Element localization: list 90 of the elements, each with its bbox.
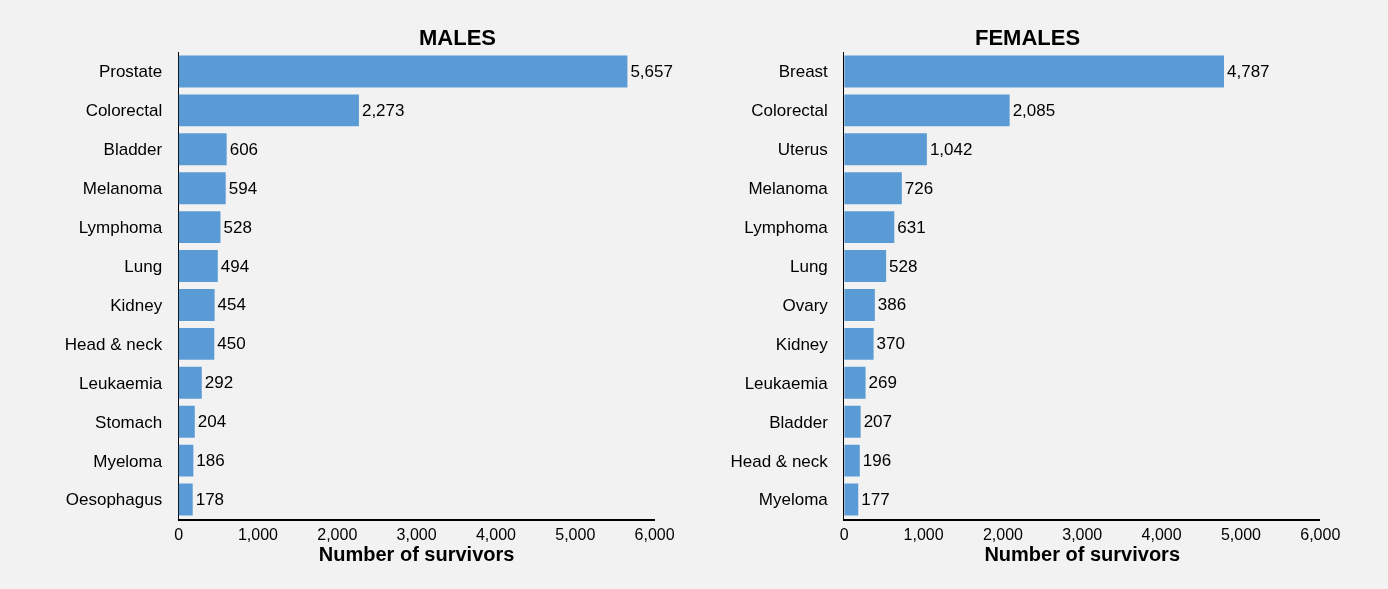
y-tick-label: Melanoma bbox=[748, 179, 829, 199]
x-tick-label: 4,000 bbox=[475, 526, 517, 544]
data-label: 528 bbox=[889, 256, 918, 276]
x-tick-label: 3,000 bbox=[396, 526, 437, 544]
bar bbox=[178, 327, 215, 360]
y-tick-label: Melanoma bbox=[82, 179, 163, 199]
bar bbox=[178, 366, 202, 399]
data-label: 606 bbox=[229, 139, 259, 159]
x-tick-label: 5,000 bbox=[1220, 526, 1262, 544]
data-label: 386 bbox=[877, 295, 907, 315]
data-label: 292 bbox=[204, 373, 234, 393]
bar bbox=[178, 55, 628, 88]
bar bbox=[844, 250, 887, 282]
y-tick-label: Bladder bbox=[769, 412, 829, 432]
x-axis-title: Number of survivors bbox=[984, 543, 1181, 566]
x-tick-label: 3,000 bbox=[1062, 526, 1103, 544]
data-label: 204 bbox=[197, 412, 227, 432]
y-tick-label: Prostate bbox=[98, 62, 163, 82]
y-tick-label: Uterus bbox=[777, 140, 828, 160]
y-tick-label: Leukaemia bbox=[79, 373, 163, 393]
bar bbox=[844, 94, 1010, 127]
y-tick-label: Myeloma bbox=[93, 451, 163, 471]
x-tick-label: 5,000 bbox=[555, 526, 596, 544]
bar bbox=[178, 133, 227, 166]
y-tick-label: Colorectal bbox=[85, 101, 163, 121]
y-tick-label: Myeloma bbox=[758, 490, 829, 510]
bar bbox=[178, 94, 359, 127]
bar bbox=[178, 250, 218, 282]
bar bbox=[178, 211, 221, 244]
data-label: 528 bbox=[223, 217, 252, 237]
bar bbox=[178, 289, 215, 321]
y-tick-label: Lymphoma bbox=[78, 218, 163, 238]
data-label: 5,657 bbox=[630, 61, 673, 81]
y-tick-label: Lymphoma bbox=[744, 218, 829, 238]
y-tick-label: Ovary bbox=[782, 295, 829, 315]
data-label: 177 bbox=[861, 490, 890, 510]
bar bbox=[178, 483, 193, 516]
x-axis-title: Number of survivors bbox=[318, 543, 515, 566]
bar bbox=[178, 172, 226, 205]
chart-title: MALES bbox=[419, 25, 496, 50]
bar bbox=[844, 211, 895, 244]
y-tick-label: Colorectal bbox=[751, 101, 828, 121]
chart-title: FEMALES bbox=[975, 25, 1081, 50]
bar bbox=[844, 172, 902, 205]
data-label: 2,085 bbox=[1012, 100, 1056, 120]
data-label: 178 bbox=[195, 490, 225, 510]
bar bbox=[844, 483, 859, 516]
data-label: 726 bbox=[904, 178, 934, 198]
bar bbox=[844, 405, 861, 438]
data-label: 4,787 bbox=[1227, 61, 1270, 81]
bar bbox=[844, 366, 866, 399]
x-tick-label: 1,000 bbox=[903, 526, 944, 544]
data-label: 1,042 bbox=[929, 139, 973, 159]
y-tick-label: Oesophagus bbox=[65, 490, 163, 510]
bar bbox=[844, 327, 874, 360]
data-label: 196 bbox=[862, 451, 892, 471]
x-tick-label: 6,000 bbox=[1300, 526, 1341, 544]
y-tick-label: Kidney bbox=[110, 295, 163, 315]
data-label: 2,273 bbox=[361, 100, 405, 120]
y-tick-label: Kidney bbox=[775, 334, 829, 354]
data-label: 186 bbox=[196, 451, 225, 471]
data-label: 370 bbox=[876, 334, 905, 354]
bar bbox=[178, 444, 194, 477]
x-tick-label: 2,000 bbox=[317, 526, 358, 544]
x-tick-label: 0 bbox=[839, 526, 849, 544]
y-tick-label: Head & neck bbox=[64, 334, 163, 354]
data-label: 454 bbox=[217, 295, 246, 315]
data-label: 494 bbox=[220, 256, 250, 276]
x-tick-label: 4,000 bbox=[1141, 526, 1182, 544]
y-tick-label: Lung bbox=[790, 256, 828, 276]
x-tick-label: 0 bbox=[174, 526, 184, 544]
bar bbox=[178, 405, 195, 438]
data-label: 594 bbox=[228, 178, 258, 198]
x-tick-label: 1,000 bbox=[237, 526, 279, 544]
y-tick-label: Bladder bbox=[103, 140, 163, 160]
x-tick-label: 6,000 bbox=[634, 526, 675, 544]
y-tick-label: Stomach bbox=[95, 412, 163, 432]
bar bbox=[844, 289, 875, 321]
y-tick-label: Head & neck bbox=[730, 451, 829, 471]
y-tick-label: Lung bbox=[124, 256, 163, 276]
y-tick-label: Breast bbox=[778, 62, 829, 82]
y-tick-label: Leukaemia bbox=[744, 373, 829, 393]
data-label: 207 bbox=[863, 412, 893, 432]
x-tick-label: 2,000 bbox=[982, 526, 1024, 544]
bar bbox=[844, 55, 1225, 88]
data-label: 269 bbox=[868, 373, 897, 393]
data-label: 450 bbox=[217, 334, 246, 354]
bar bbox=[844, 133, 927, 166]
bar bbox=[844, 444, 860, 477]
data-label: 631 bbox=[897, 217, 926, 237]
